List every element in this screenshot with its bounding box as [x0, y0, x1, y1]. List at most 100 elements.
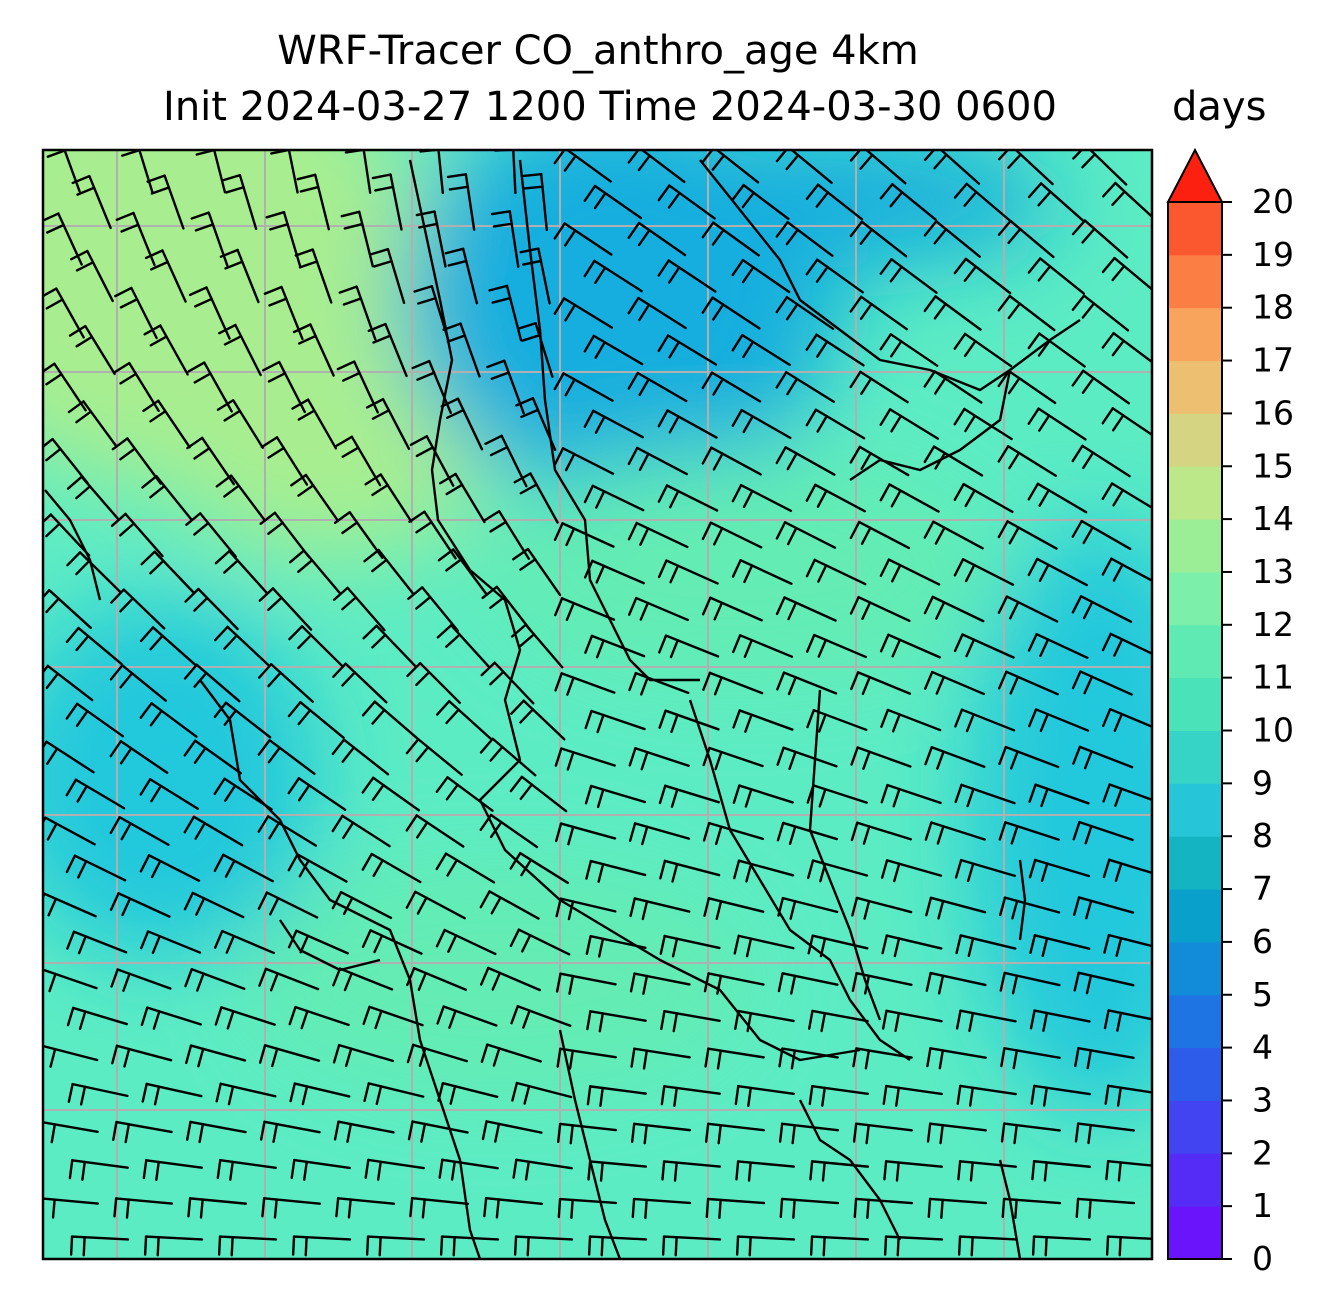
- wind-barb: [849, 295, 909, 331]
- wind-barb: [879, 258, 938, 294]
- wind-barb: [144, 249, 187, 303]
- wind-barb: [365, 397, 411, 451]
- wind-barb: [512, 1158, 573, 1181]
- wind-barb: [290, 473, 340, 523]
- field-region-northeast-band: [540, 150, 1060, 270]
- wind-barb: [735, 1235, 796, 1257]
- wind-barb: [924, 821, 986, 845]
- wind-barb: [481, 1120, 543, 1143]
- wind-barb: [809, 1160, 870, 1182]
- wind-barb: [43, 664, 94, 702]
- wind-barb: [997, 294, 1056, 332]
- colorbar-segment: [1168, 254, 1222, 309]
- wind-barb: [731, 483, 793, 513]
- wind-barb: [331, 814, 391, 848]
- wind-barb: [925, 971, 987, 995]
- field-region-central: [480, 450, 1000, 690]
- wind-barb: [1030, 1084, 1091, 1107]
- wind-barb: [553, 297, 614, 329]
- wind-barb: [776, 746, 838, 771]
- colorbar-tick-label: 17: [1252, 341, 1294, 380]
- wind-barb: [444, 247, 479, 305]
- wind-barb: [927, 1197, 988, 1220]
- wind-barb: [923, 370, 983, 404]
- coastline-segment: [44, 489, 102, 601]
- wind-barb: [259, 1120, 321, 1144]
- wind-barb: [585, 859, 647, 883]
- wind-barb: [734, 1009, 795, 1033]
- wind-barb: [1101, 557, 1152, 583]
- wind-barb: [555, 972, 617, 995]
- wind-barb: [731, 258, 791, 294]
- wind-barb: [557, 1197, 618, 1220]
- wind-barb: [957, 1160, 1018, 1182]
- wind-barb: [775, 521, 837, 549]
- wind-barb: [1027, 332, 1086, 368]
- wind-barb: [806, 708, 868, 733]
- wind-barb: [661, 1160, 722, 1182]
- wind-barb: [661, 1235, 722, 1257]
- wind-barb: [735, 1160, 796, 1182]
- wind-barb: [806, 784, 868, 808]
- wind-barb: [850, 671, 912, 695]
- wind-barb: [332, 662, 388, 704]
- wind-barb: [142, 1159, 203, 1181]
- wind-barb: [438, 1158, 499, 1181]
- wind-barb: [702, 746, 764, 771]
- wind-barb: [953, 633, 1015, 659]
- wind-barb: [1072, 745, 1134, 770]
- wind-barb: [1071, 294, 1130, 332]
- wind-barb: [43, 968, 98, 993]
- wind-barb: [437, 1081, 499, 1105]
- colorbar-tick-label: 20: [1252, 182, 1294, 221]
- wind-barb: [954, 858, 1017, 883]
- wind-barb: [923, 595, 985, 623]
- wind-barb: [627, 296, 687, 330]
- field-region-west: [43, 600, 320, 960]
- wind-barb: [292, 323, 335, 377]
- wind-barb: [362, 1005, 424, 1030]
- wind-barb: [584, 784, 647, 809]
- wind-barb: [442, 322, 481, 378]
- wind-barb: [287, 929, 349, 955]
- wind-barb: [805, 258, 864, 294]
- wind-barb: [288, 625, 344, 667]
- colorbar-tick-label: 12: [1252, 605, 1294, 644]
- wind-barb: [142, 399, 191, 449]
- wind-barb: [1028, 783, 1090, 808]
- wind-barb: [630, 1122, 692, 1145]
- wind-barb: [367, 322, 408, 378]
- wind-barb: [109, 740, 169, 774]
- wind-barb: [583, 559, 645, 585]
- wind-barb: [363, 548, 415, 596]
- wind-barb: [361, 700, 419, 740]
- wind-barb: [66, 475, 120, 521]
- wind-barb: [731, 333, 791, 367]
- wind-barb: [1029, 1009, 1091, 1032]
- wind-barb: [880, 859, 943, 883]
- wind-barb: [1072, 150, 1128, 186]
- wind-barb: [183, 891, 245, 919]
- wind-barb: [216, 399, 264, 449]
- wind-barb: [627, 596, 689, 622]
- colorbar-tick-label: 1: [1252, 1186, 1273, 1225]
- wind-barb: [335, 1197, 396, 1219]
- wind-barb: [1072, 896, 1135, 920]
- field-region-east: [970, 520, 1152, 1120]
- wind-barb: [519, 247, 551, 305]
- wind-barb: [956, 1084, 1017, 1107]
- colorbar-tick-label: 10: [1252, 711, 1294, 750]
- wind-barb: [66, 1006, 129, 1030]
- wind-barb: [732, 709, 794, 733]
- wind-barb: [734, 1085, 795, 1107]
- wind-barb: [733, 859, 795, 883]
- wind-barb: [1027, 257, 1086, 295]
- wind-barb: [146, 174, 185, 230]
- wind-barb: [1071, 444, 1131, 478]
- wind-barb: [660, 1009, 721, 1033]
- wind-barb: [657, 559, 719, 585]
- wind-barb: [1027, 182, 1085, 222]
- wind-barb: [435, 776, 494, 812]
- wind-barb: [522, 172, 549, 232]
- wind-barb: [849, 445, 910, 477]
